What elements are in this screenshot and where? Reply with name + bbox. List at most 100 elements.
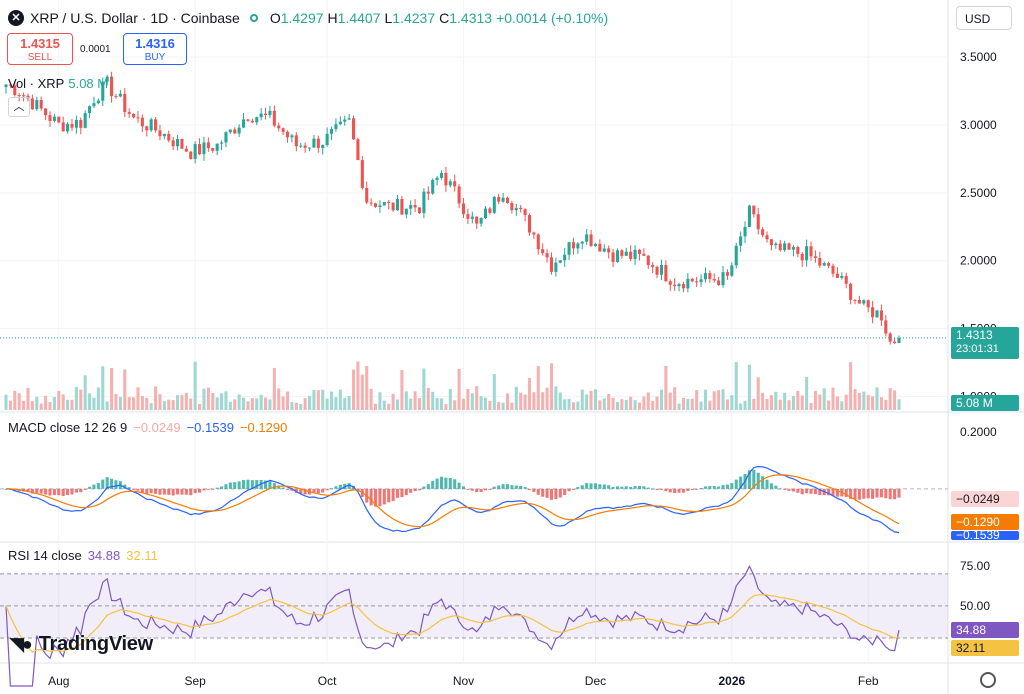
macd-hist-bar — [338, 484, 342, 489]
macd-hist-bar — [602, 484, 606, 489]
candle-body — [382, 202, 386, 206]
volume-bar — [761, 392, 765, 410]
volume-bar — [690, 398, 694, 410]
candle-body — [796, 247, 800, 254]
volume-bar — [321, 389, 325, 410]
candle-body — [888, 333, 892, 342]
volume-bar — [237, 394, 241, 410]
volume-bar — [123, 369, 127, 410]
candle-body — [853, 299, 857, 301]
candle-body — [351, 118, 356, 140]
macd-hist-bar — [52, 488, 56, 496]
volume-bar — [497, 402, 501, 410]
candle-body — [22, 95, 26, 97]
candle-body — [176, 138, 180, 147]
candle-body — [92, 103, 96, 107]
rsi-legend[interactable]: RSI 14 close 34.88 32.11 — [8, 548, 158, 563]
candle-body — [805, 246, 809, 261]
macd-hist-bar — [255, 480, 259, 489]
macd-hist-bar — [739, 476, 743, 489]
volume-bar — [193, 361, 197, 410]
macd-hist-bar — [668, 488, 672, 493]
macd-hist-bar — [312, 488, 316, 494]
macd-hist-bar — [426, 484, 430, 489]
candle-body — [620, 250, 624, 256]
volume-bar — [598, 400, 602, 410]
volume-bar — [664, 365, 668, 410]
volume-bar — [488, 401, 492, 410]
candle-body — [721, 272, 725, 286]
volume-bar — [655, 396, 659, 410]
candle-body — [444, 173, 448, 186]
volume-bar — [329, 391, 334, 410]
candle-body — [813, 256, 817, 259]
candle-body — [360, 160, 364, 189]
candle-body — [541, 249, 545, 254]
volume-legend[interactable]: Vol · XRP 5.08 M — [8, 76, 108, 91]
macd-hist-bar — [26, 488, 30, 493]
macd-hist-bar — [215, 487, 219, 489]
candle-body — [849, 283, 853, 300]
tradingview-logo[interactable]: ◥● TradingView — [10, 633, 153, 656]
candle-body — [800, 253, 804, 261]
macd-hist-bar — [461, 486, 466, 489]
candle-body — [83, 113, 87, 128]
volume-bar — [545, 387, 549, 410]
macd-hist-badge: −0.0249 — [951, 491, 1019, 507]
macd-hist-bar — [413, 488, 417, 492]
volume-bar — [162, 401, 166, 410]
candle-body — [699, 279, 703, 283]
candle-body — [809, 246, 813, 257]
volume-bar — [167, 399, 171, 410]
candle-body — [299, 145, 303, 147]
candle-body — [35, 99, 39, 110]
volume-bar — [88, 393, 92, 410]
sell-button[interactable]: 1.4315 SELL — [7, 33, 73, 65]
countdown-timer: 23:01:31 — [956, 343, 999, 355]
candle-body — [681, 284, 685, 289]
collapse-legend-button[interactable]: ︿ — [8, 97, 30, 117]
volume-bar — [796, 390, 800, 410]
macd-hist-bar — [514, 485, 518, 489]
volume-bar — [136, 387, 140, 410]
currency-selector[interactable]: USD — [956, 6, 1012, 30]
macd-signal-badge: −0.1290 — [951, 514, 1019, 530]
volume-bar — [356, 361, 360, 410]
volume-bar — [651, 400, 655, 410]
volume-bar — [228, 401, 232, 410]
volume-bar — [387, 403, 391, 410]
gear-icon[interactable] — [980, 672, 996, 688]
macd-legend[interactable]: MACD close 12 26 9 −0.0249 −0.1539 −0.1290 — [8, 420, 287, 435]
buy-button[interactable]: 1.4316 BUY — [123, 33, 187, 65]
candle-body — [149, 119, 153, 131]
macd-hist-bar — [391, 488, 395, 502]
macd-hist-bar — [717, 486, 721, 489]
volume-bar — [373, 403, 378, 410]
macd-hist-bar — [184, 488, 188, 495]
macd-hist-bar — [888, 488, 892, 500]
volume-bar — [862, 391, 866, 410]
volume-bar — [453, 400, 457, 410]
candle-body — [88, 106, 92, 114]
candle-body — [730, 265, 734, 276]
candle-body — [198, 144, 202, 155]
symbol-title[interactable]: XRP / U.S. Dollar · 1D · Coinbase — [30, 10, 240, 26]
macd-hist-bar — [228, 482, 232, 489]
macd-hist-bar — [488, 488, 492, 490]
volume-bar — [35, 396, 39, 410]
time-axis-label: Aug — [48, 674, 69, 688]
macd-hist-bar — [395, 488, 400, 498]
volume-bar — [105, 401, 109, 410]
volume-bar — [532, 392, 536, 410]
macd-hist-bar — [57, 488, 61, 496]
volume-bar — [769, 395, 773, 410]
volume-bar — [840, 401, 844, 410]
candle-body — [725, 272, 729, 276]
candle-body — [255, 117, 259, 123]
volume-bar — [52, 396, 56, 410]
volume-bar — [4, 394, 8, 410]
candle-body — [884, 320, 888, 334]
candle-body — [158, 130, 162, 137]
volume-bar — [461, 398, 466, 410]
